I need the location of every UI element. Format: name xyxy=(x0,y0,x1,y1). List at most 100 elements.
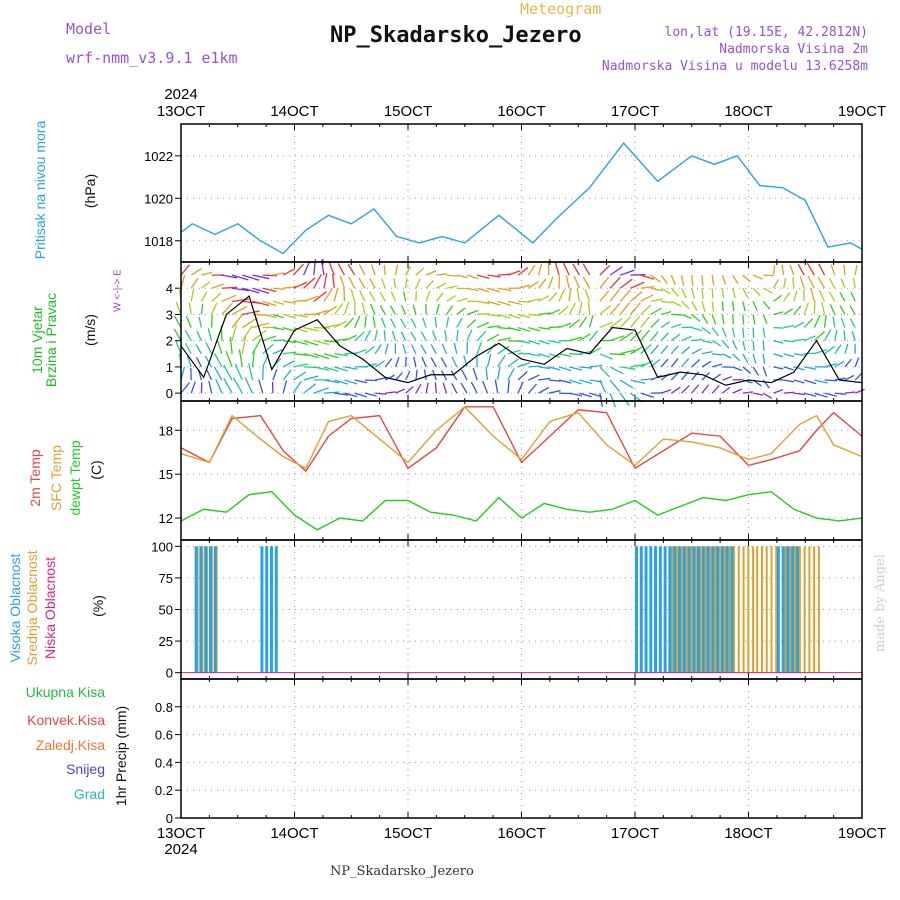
wind-arrow xyxy=(507,313,521,319)
wind-arrow xyxy=(293,371,307,381)
cloud-ytick-label: 25 xyxy=(159,634,173,649)
wind-arrow xyxy=(283,351,297,355)
wind-arrow xyxy=(803,318,814,329)
wind-arrow xyxy=(282,268,296,276)
wind-arrow xyxy=(190,381,196,394)
wind-arrow xyxy=(442,382,448,394)
wind-arrow xyxy=(828,278,836,289)
wind-arrow xyxy=(752,340,755,351)
temperature-ytick-label: 15 xyxy=(159,467,173,482)
wind-arrow xyxy=(742,340,746,351)
wind-arrow xyxy=(762,392,773,399)
wind-arrow xyxy=(650,298,663,302)
wind-arrow xyxy=(313,366,330,371)
model-value: wrf-nmm_v3.9.1 e1km xyxy=(66,49,238,67)
wind-arrow xyxy=(721,340,730,349)
wind-arrow xyxy=(752,274,763,280)
wind-arrow xyxy=(742,327,745,338)
wind-arrow xyxy=(334,366,348,372)
wind-arrow xyxy=(333,320,347,329)
wind-arrow xyxy=(793,392,805,396)
cloud-mid-bar xyxy=(747,546,750,673)
model-altitude: Nadmorska Visina u modelu 13.6258m xyxy=(601,59,868,74)
wind-arrow xyxy=(640,360,654,368)
wind-arrow xyxy=(731,288,736,298)
wind-arrow xyxy=(762,314,768,325)
wind-arrow xyxy=(393,277,397,289)
cloud-high-bar xyxy=(677,546,681,673)
wind-arrow xyxy=(190,289,195,302)
wind-arrow xyxy=(680,287,687,299)
wind-arrow xyxy=(528,365,541,368)
wind-arrow xyxy=(793,305,802,315)
wind-arrow xyxy=(854,265,858,276)
wind-arrow xyxy=(609,353,626,356)
wind-arrow xyxy=(721,274,727,285)
wind-arrow xyxy=(231,274,249,281)
wind-arrow xyxy=(231,287,249,292)
cloud-high-bar xyxy=(673,546,677,673)
wind-arrow xyxy=(599,264,611,276)
wind-arrow xyxy=(548,276,554,289)
wind-arrow xyxy=(803,366,817,370)
wind-arrow xyxy=(579,379,593,385)
bottom-date-label: 15OCT xyxy=(384,825,432,842)
bottom-year-label: 2024 xyxy=(164,841,197,858)
wind-arrow xyxy=(640,329,651,342)
wind-arrow xyxy=(446,294,456,302)
wind-ytick-label: 1 xyxy=(166,360,173,375)
wind-arrow xyxy=(793,379,805,384)
wind-arrow xyxy=(425,382,429,394)
wind-arrow xyxy=(262,343,274,355)
cloud-high-bar xyxy=(795,546,799,673)
wind-arrow xyxy=(565,275,570,289)
cloud-mid-bar xyxy=(817,546,820,673)
wind-arrow xyxy=(762,379,770,389)
wind-arrow xyxy=(711,385,720,394)
wind-arrow xyxy=(732,353,741,362)
wind-arrow xyxy=(323,288,333,302)
wind-arrow xyxy=(582,263,591,276)
wind-arrow xyxy=(834,344,842,355)
wind-arrow xyxy=(238,349,243,368)
wind-arrow xyxy=(231,298,249,302)
wind-arrow xyxy=(405,266,412,276)
temp-sfc-line xyxy=(180,405,863,470)
wind-arrow xyxy=(385,391,396,394)
wind-arrow xyxy=(732,340,738,350)
wind-arrow xyxy=(333,302,344,315)
wind-arrow xyxy=(497,313,512,319)
cloud-high-bar xyxy=(786,546,790,673)
wind-arrow xyxy=(660,358,669,368)
wind-arrow xyxy=(569,392,583,397)
wind-arrow xyxy=(589,347,602,355)
cloud-mid-bar xyxy=(671,546,674,673)
wind-arrow xyxy=(361,302,366,315)
wind-arrow xyxy=(806,262,815,276)
wind-arrow xyxy=(413,356,417,368)
wind-arrow xyxy=(292,380,303,394)
wind-arrow xyxy=(476,341,482,355)
wind-arrow xyxy=(196,330,203,341)
wind-arrow xyxy=(221,274,238,279)
wind-arrow xyxy=(216,339,223,354)
wind-arrow xyxy=(248,363,254,381)
wind-arrow xyxy=(303,375,319,381)
wind-arrow xyxy=(517,362,531,368)
wind-arrow xyxy=(190,277,199,289)
cloud-mid-bar xyxy=(760,546,763,673)
wind-arrow xyxy=(691,301,698,312)
bottom-date-label: 18OCT xyxy=(724,825,772,842)
wind-arrow xyxy=(436,282,447,289)
wind-arrow xyxy=(813,331,826,342)
wind-arrow xyxy=(262,274,277,277)
wind-arrow xyxy=(232,377,243,394)
cloud-mid-bar xyxy=(737,546,740,673)
cloud-mid-bar xyxy=(784,546,787,673)
wind-arrow xyxy=(453,342,458,354)
wind-arrow xyxy=(528,353,541,357)
wind-arrow xyxy=(435,303,440,315)
wind-arrow xyxy=(244,377,254,394)
wind-arrow xyxy=(303,277,316,289)
wind-arrow xyxy=(752,366,760,376)
